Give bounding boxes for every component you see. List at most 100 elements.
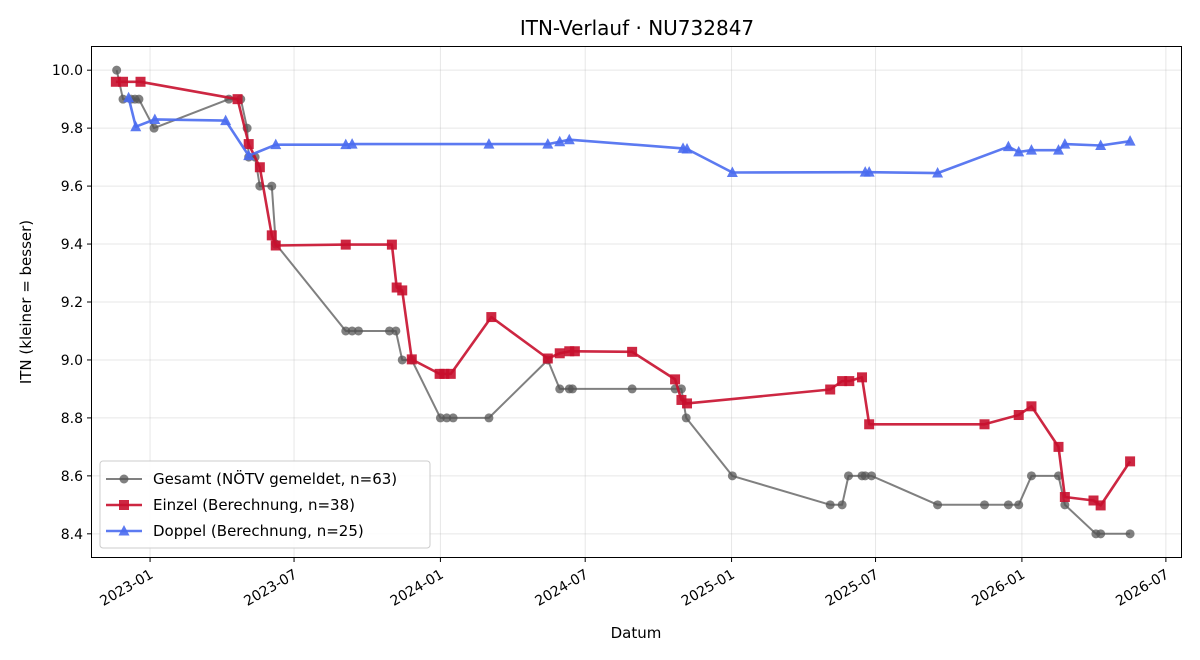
data-point-einzel <box>1125 456 1136 467</box>
legend-entry-gesamt: Gesamt (NÖTV gemeldet, n=63) <box>106 469 397 488</box>
data-point-gesamt <box>627 384 637 394</box>
series-line-gesamt <box>115 69 1131 535</box>
data-point-gesamt <box>484 413 494 423</box>
legend-label: Einzel (Berechnung, n=38) <box>153 496 355 514</box>
chart-title: ITN-Verlauf · NU732847 <box>520 16 754 40</box>
data-point-einzel <box>627 346 638 357</box>
data-point-gesamt <box>555 384 565 394</box>
data-point-einzel <box>1059 492 1070 503</box>
data-point-einzel <box>340 239 351 250</box>
data-point-doppel <box>863 166 875 177</box>
data-point-gesamt <box>385 326 395 336</box>
data-point-einzel <box>542 353 553 364</box>
data-point-einzel <box>825 384 836 395</box>
data-point-doppel <box>149 113 161 124</box>
data-point-doppel <box>1052 144 1064 155</box>
data-point-gesamt <box>860 471 870 481</box>
data-point-gesamt <box>1125 529 1135 539</box>
legend-entry-einzel: Einzel (Berechnung, n=38) <box>106 496 355 514</box>
data-point-gesamt <box>933 500 943 510</box>
y-tick-label: 9.4 <box>61 237 83 253</box>
data-point-einzel <box>1013 410 1024 421</box>
y-tick-label: 9.0 <box>61 353 83 369</box>
data-point-gesamt <box>843 471 853 481</box>
data-point-einzel <box>554 348 565 359</box>
data-point-doppel <box>1013 145 1025 157</box>
data-point-doppel <box>1002 140 1014 152</box>
legend-entry-doppel: Doppel (Berechnung, n=25) <box>106 522 364 540</box>
data-point-doppel <box>243 149 255 161</box>
data-point-gesamt <box>112 65 122 75</box>
data-point-einzel <box>232 94 243 105</box>
data-point-gesamt <box>347 326 357 336</box>
data-point-gesamt <box>681 413 691 423</box>
data-point-einzel <box>864 419 875 430</box>
data-point-gesamt <box>448 413 458 423</box>
data-point-doppel <box>270 138 282 150</box>
data-point-einzel <box>564 346 575 357</box>
data-point-einzel <box>391 282 402 293</box>
series-doppel <box>123 91 1136 178</box>
data-point-einzel <box>837 376 848 387</box>
data-point-doppel <box>563 133 575 145</box>
data-point-gesamt <box>1026 471 1036 481</box>
data-point-doppel <box>1124 135 1136 146</box>
data-point-gesamt <box>1096 529 1106 539</box>
data-point-einzel <box>445 368 456 379</box>
data-point-gesamt <box>435 413 445 423</box>
data-point-einzel <box>118 76 129 87</box>
legend-swatch-marker <box>119 474 129 484</box>
data-point-einzel <box>1088 495 1099 506</box>
data-point-gesamt <box>837 500 847 510</box>
data-point-gesamt <box>397 355 407 365</box>
y-tick-label: 9.2 <box>61 295 83 311</box>
data-point-doppel <box>123 91 135 103</box>
data-point-gesamt <box>1003 500 1013 510</box>
y-tick-label: 8.6 <box>61 469 83 485</box>
data-point-doppel <box>681 143 693 154</box>
data-point-gesamt <box>1014 500 1024 510</box>
data-point-einzel <box>1026 401 1037 412</box>
legend-box <box>99 460 431 549</box>
data-point-doppel <box>1095 139 1107 151</box>
data-point-gesamt <box>442 413 452 423</box>
legend-swatch-marker <box>119 500 129 510</box>
data-point-einzel <box>682 398 693 409</box>
data-point-gesamt <box>867 471 877 481</box>
data-point-einzel <box>857 372 868 383</box>
legend-swatch-marker <box>118 525 130 536</box>
data-point-gesamt <box>980 500 990 510</box>
y-axis-title: ITN (kleiner = besser) <box>17 220 35 384</box>
data-point-doppel <box>1059 138 1071 149</box>
data-point-gesamt <box>391 326 401 336</box>
data-point-gesamt <box>149 123 159 133</box>
y-tick-label: 9.6 <box>61 179 83 195</box>
y-tick-label: 9.8 <box>61 121 83 137</box>
data-point-doppel <box>542 138 554 149</box>
data-point-einzel <box>569 346 580 357</box>
data-point-einzel <box>406 354 417 365</box>
data-point-doppel <box>932 167 944 178</box>
data-point-doppel <box>726 166 738 177</box>
data-point-einzel <box>110 76 121 87</box>
data-point-einzel <box>670 374 681 385</box>
data-point-einzel <box>979 419 990 430</box>
data-point-gesamt <box>267 181 277 191</box>
data-point-einzel <box>397 285 408 296</box>
data-point-einzel <box>270 240 281 251</box>
data-point-einzel <box>1095 500 1106 511</box>
data-point-gesamt <box>825 500 835 510</box>
series-layer <box>110 65 1136 539</box>
data-point-einzel <box>254 162 265 173</box>
data-point-doppel <box>220 114 232 126</box>
data-point-doppel <box>1025 144 1037 155</box>
y-tick-label: 8.4 <box>61 527 83 543</box>
data-point-einzel <box>439 368 450 379</box>
data-point-einzel <box>386 239 397 250</box>
legend-label: Doppel (Berechnung, n=25) <box>153 522 364 540</box>
data-point-doppel <box>483 138 495 149</box>
data-point-gesamt <box>727 471 737 481</box>
legend: Gesamt (NÖTV gemeldet, n=63) Einzel (Bere… <box>99 460 431 549</box>
